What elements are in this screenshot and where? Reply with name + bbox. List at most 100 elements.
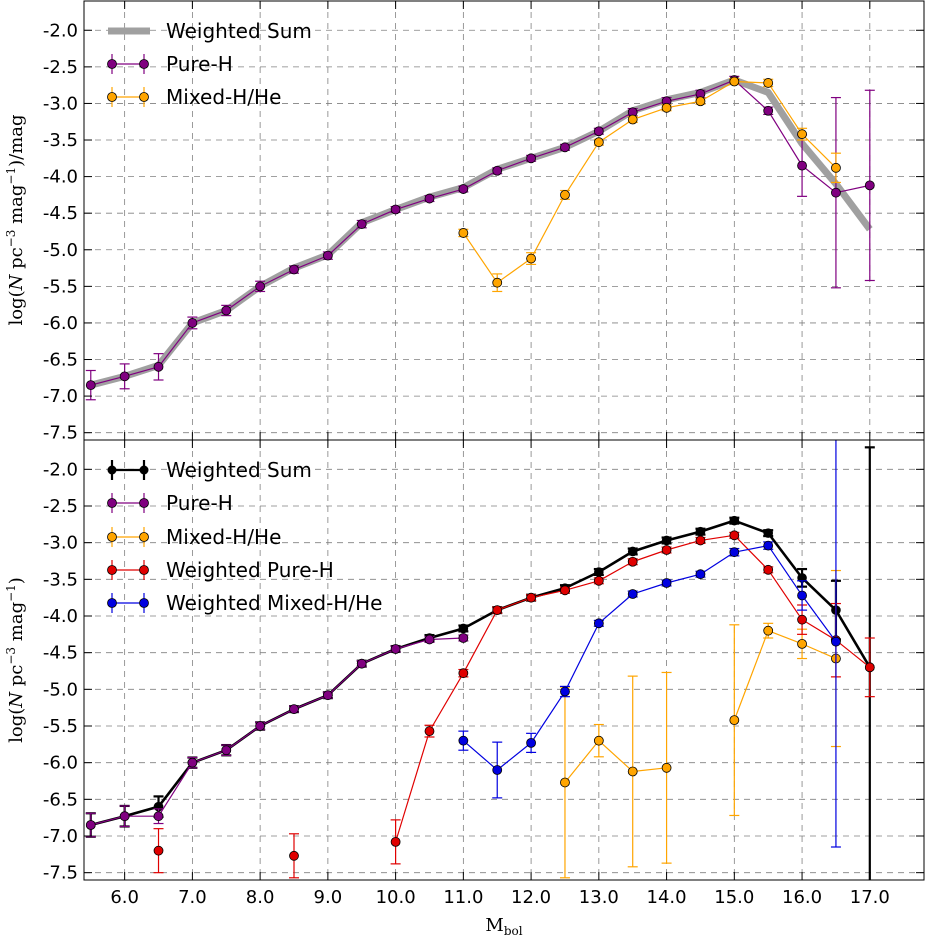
top-legend-entry-weighted-sum: Weighted Sum [108,19,312,43]
bot-series-weighted-pure-h [390,530,875,865]
bottom-legend-label-mixed-h-he: Mixed-H/He [166,525,281,549]
top-legend-entry-pure-h: Pure-H [107,52,233,76]
top-point-pure-h [797,160,807,171]
top-point-pure-h [289,264,299,275]
bot-point-weighted-sum [627,546,638,557]
bot-point-mixed-h-he [763,625,774,636]
top-y-tick-label: -4.0 [43,167,78,188]
bottom-axes-frame [83,439,925,881]
x-axis-label: Mbol [485,915,522,937]
top-y-tick-label: -7.5 [43,423,78,444]
bottom-legend-label-weighted-mixed-h-he: Weighted Mixed-H/He [166,591,382,615]
bot-point-weighted-pure-h [864,662,875,673]
top-point-mixed-h-he [729,76,740,87]
top-y-tick-label: -6.5 [43,350,78,371]
bottom-y-axis-label: log(N pc−3 mag−1) [4,577,27,743]
bot-point-weighted-pure-h [627,556,638,567]
bottom-legend-entry-weighted-pure-h: Weighted Pure-H [107,558,334,582]
top-y-tick-label: -3.0 [43,93,78,114]
bot-point-weighted-pure-h [458,668,469,679]
bot-series-weighted-pure-h [153,828,299,879]
bottom-grid [84,440,924,880]
top-point-mixed-h-he [797,129,807,140]
top-point-pure-h [85,380,96,391]
top-point-pure-h [526,153,536,164]
bot-series-pure-h [85,633,469,838]
top-point-pure-h [831,187,841,198]
bottom-legend-label-weighted-sum: Weighted Sum [166,458,312,482]
bot-point-weighted-pure-h [763,564,774,575]
bot-point-weighted-mixed-h-he [831,636,841,647]
bot-y-tick-label: -5.0 [43,679,78,700]
top-point-pure-h [492,165,503,176]
bottom-legend: Weighted Sum Pure-H Mixed-H/He [107,458,382,615]
bot-point-pure-h [119,811,130,822]
bottom-legend-marker-weighted-sum [107,465,117,475]
x-tick-label: 13.0 [579,887,619,908]
bot-point-weighted-mixed-h-he [526,737,536,748]
bot-point-mixed-h-he [560,777,570,788]
bot-y-tick-label: -6.5 [43,789,78,810]
bot-point-pure-h [187,757,198,768]
top-point-pure-h [221,305,232,316]
bot-point-weighted-pure-h [661,545,672,555]
bot-point-weighted-pure-h [560,585,570,596]
top-series-layer [85,75,875,401]
bot-series-mixed-h-he [559,671,672,879]
bottom-panel: -2.0 -2.5 -3.0 -3.5 -4.0 -4.5 -5.0 -5.5 -6.0 -6.5… [4,439,925,937]
top-line-pure-h [90,79,870,386]
top-point-mixed-h-he [661,102,672,113]
top-y-axis-label: log(N pc−3 mag−1)/mag [4,114,27,325]
top-point-mixed-h-he [593,137,604,148]
top-y-tick-label: -5.0 [43,240,78,261]
bot-point-weighted-pure-h [153,845,164,856]
bot-point-weighted-pure-h [695,535,706,546]
bot-point-weighted-sum [729,515,740,526]
x-tick-label: 16.0 [782,887,822,908]
top-legend-label-mixed-h-he: Mixed-H/He [166,85,281,109]
bot-y-tick-label: -6.0 [43,753,78,774]
bottom-series-layer [85,440,875,880]
x-tick-label: 9.0 [314,887,343,908]
bot-point-pure-h [85,820,96,830]
bottom-legend-entry-weighted-mixed-h-he: Weighted Mixed-H/He [107,591,382,615]
top-y-tick-label: -5.5 [43,276,78,297]
bot-y-tick-label: -4.0 [43,606,78,627]
bot-point-pure-h [356,658,367,669]
top-point-mixed-h-he [458,228,469,238]
top-point-pure-h [593,126,604,137]
bot-line-pure-h [90,637,464,826]
top-point-mixed-h-he [695,96,706,107]
top-point-pure-h [322,250,333,261]
top-panel: -2.0 -2.5 -3.0 -3.5 -4.0 -4.5 -5.0 -5.5 -6.0 -6.5… [4,0,925,444]
bot-point-weighted-sum [458,623,469,634]
top-point-pure-h [187,318,198,328]
bot-point-weighted-pure-h [797,614,807,625]
bot-point-weighted-sum [763,528,773,538]
bot-line-mixed-h-he [564,740,667,783]
top-legend-label-weighted-sum: Weighted Sum [166,19,312,43]
bot-point-weighted-pure-h [390,836,401,847]
bot-point-weighted-sum [661,535,672,546]
bot-point-pure-h [289,704,299,715]
bot-point-weighted-mixed-h-he [763,540,774,551]
bot-point-weighted-mixed-h-he [695,569,706,580]
top-point-mixed-h-he [627,114,638,125]
top-point-pure-h [763,105,774,116]
bot-point-weighted-pure-h [424,726,435,737]
top-point-mixed-h-he [526,253,536,264]
bot-point-weighted-mixed-h-he [593,618,604,629]
top-legend-label-pure-h: Pure-H [166,52,233,76]
top-line-mixed-h-he [462,80,837,284]
bot-y-tick-label: -7.0 [43,826,78,847]
top-legend-entry-mixed-h-he: Mixed-H/He [107,85,281,109]
bottom-legend-label-weighted-pure-h: Weighted Pure-H [166,558,334,582]
bot-point-mixed-h-he [661,762,672,773]
bottom-ticks [84,440,924,880]
top-clipped-series [85,75,875,401]
top-legend-marker-mixed-h-he [107,92,117,102]
top-point-mixed-h-he [763,78,774,88]
top-y-tick-label: -3.5 [43,130,78,151]
bottom-legend-marker-pure-h [107,498,117,508]
top-point-pure-h [424,193,435,204]
